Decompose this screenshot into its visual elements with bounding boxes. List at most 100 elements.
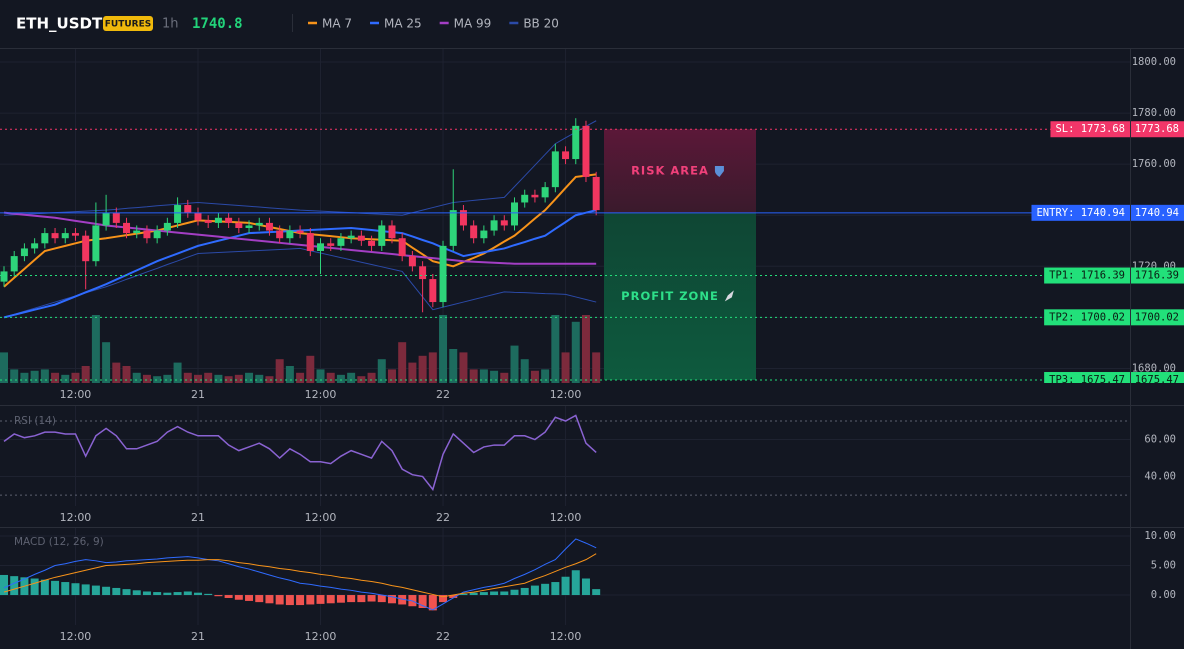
volume-bar (571, 321, 580, 383)
x-tick-label: 12:00 (550, 630, 582, 643)
zone-label: PROFIT ZONE (621, 289, 719, 303)
candle-body (286, 230, 294, 239)
histogram-bar (112, 587, 121, 596)
x-tick-label: 12:00 (60, 630, 92, 643)
volume-bar (51, 372, 60, 383)
candle-body (408, 256, 416, 267)
histogram-bar (102, 586, 111, 596)
volume-bar (193, 374, 202, 383)
x-tick-label: 12:00 (305, 630, 337, 643)
histogram-bar (551, 582, 560, 596)
histogram-bar (326, 595, 335, 604)
rsi-line (3, 414, 597, 492)
legend-label: MA 99 (454, 17, 492, 31)
histogram-bar (204, 593, 213, 596)
candle-body (214, 217, 222, 223)
histogram-bar (255, 595, 264, 603)
candle-body (551, 151, 559, 188)
candle-body (449, 210, 457, 246)
candle-body (429, 279, 437, 303)
volume-bar (30, 370, 39, 383)
candle-body (174, 205, 182, 223)
volume-bar (122, 366, 131, 383)
main-panel: 1800.001780.001760.001740.001720.001700.… (0, 49, 1184, 386)
y-tick-label: 40.00 (1144, 471, 1176, 483)
histogram-bar (153, 592, 162, 596)
x-tick-label: 21 (191, 511, 205, 524)
candle-body (163, 222, 171, 231)
volume-bar (265, 376, 274, 383)
volume-bar (551, 315, 560, 383)
badge: FUTURES (105, 20, 151, 30)
volume-bar (91, 315, 100, 383)
axis-tag-background (1131, 372, 1184, 383)
panel-title: MACD (12, 26, 9) (14, 536, 104, 548)
y-tick-label: 5.00 (1151, 560, 1176, 572)
symbol: ETH_USDT (16, 15, 103, 33)
histogram-bar (387, 595, 396, 604)
histogram-bar (377, 595, 386, 603)
axis-tag-background (1131, 121, 1184, 138)
volume-bar (520, 359, 529, 383)
candle-body (531, 194, 539, 198)
histogram-bar (500, 591, 509, 596)
histogram-bar (316, 595, 325, 604)
volume-bar (61, 374, 70, 383)
volume-bar (326, 372, 335, 383)
volume-bar (163, 374, 172, 383)
candle-body (255, 222, 263, 226)
volume-bar (214, 374, 223, 383)
zone-icon (724, 290, 734, 302)
histogram-bar (234, 595, 243, 600)
histogram-bar (398, 595, 407, 605)
volume-bar (173, 362, 182, 383)
volume-bar (439, 315, 448, 383)
histogram-bar (571, 570, 580, 596)
candle-body (500, 220, 508, 226)
candle-body (317, 243, 325, 251)
candle-body (143, 230, 151, 239)
candle-body (20, 248, 28, 257)
histogram-bar (336, 595, 345, 603)
volume-bar (183, 372, 192, 383)
candle-body (112, 212, 120, 223)
y-tick-label: 10.00 (1144, 530, 1176, 542)
volume-bar (255, 374, 264, 383)
histogram-bar (296, 595, 305, 606)
volume-bar (377, 359, 386, 383)
volume-bar (541, 369, 550, 383)
histogram-bar (306, 595, 315, 605)
candle-body (480, 230, 488, 239)
candle-body (511, 202, 518, 226)
candle-body (347, 235, 355, 239)
x-tick-label: 21 (191, 388, 205, 401)
candle-body (204, 220, 212, 223)
candle-body (153, 230, 161, 239)
histogram-bar (439, 595, 448, 603)
candle-body (31, 243, 39, 249)
candle-body (194, 212, 202, 221)
histogram-bar (592, 589, 601, 596)
candle-body (378, 225, 386, 246)
x-tick-label: 12:00 (305, 511, 337, 524)
histogram-bar (142, 591, 151, 596)
volume-bar (275, 359, 284, 383)
volume-bar (490, 370, 499, 383)
axis-tag: 1773.68 (1135, 123, 1179, 135)
histogram-bar (469, 592, 478, 596)
volume-bar (245, 372, 254, 383)
axis-tag: 1675.47 (1135, 374, 1179, 386)
candle-body (133, 230, 141, 234)
histogram-bar (530, 585, 539, 596)
histogram-bar (51, 580, 60, 596)
histogram-bar (561, 576, 570, 596)
x-tick-label: 12:00 (60, 511, 92, 524)
candle-body (398, 238, 406, 257)
level-label: TP3: 1675.47 (1049, 374, 1125, 386)
candle-body (306, 233, 314, 251)
candle-body (41, 233, 49, 244)
histogram-bar (285, 595, 294, 606)
candle-body (71, 233, 79, 236)
